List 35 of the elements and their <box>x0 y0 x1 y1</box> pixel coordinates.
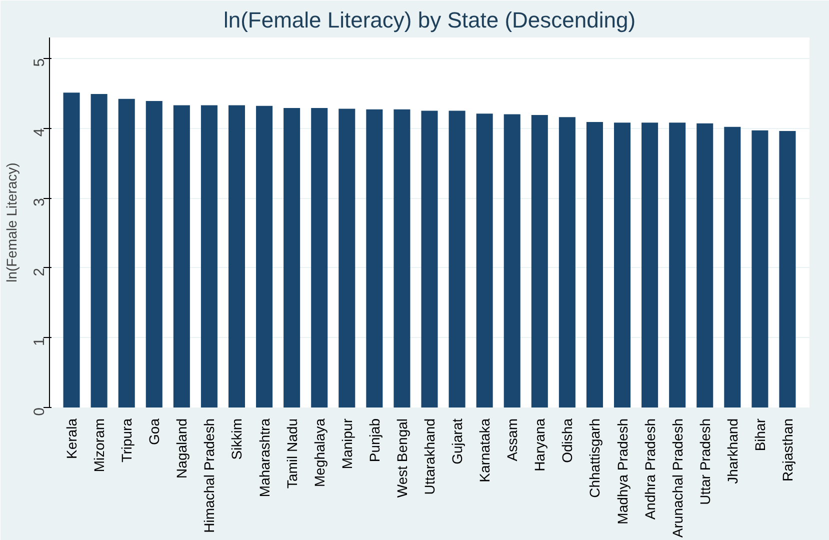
y-tick-label: 0 <box>31 408 48 416</box>
x-tick-label: Rajasthan <box>779 418 796 482</box>
x-tick-label: Arunachal Pradesh <box>669 418 686 538</box>
chart-title: ln(Female Literacy) by State (Descending) <box>223 8 636 32</box>
x-tick-label: Andhra Pradesh <box>642 418 658 520</box>
x-tick-label: Goa <box>146 418 162 445</box>
x-tick-label: Meghalaya <box>311 418 328 487</box>
x-tick-label: Chhattisgarh <box>586 418 603 498</box>
x-tick-label: Himachal Pradesh <box>201 418 218 533</box>
x-tick-label: Nagaland <box>174 418 190 478</box>
x-tick-label: Assam <box>504 418 520 462</box>
x-tick-label: Karnataka <box>476 418 493 482</box>
x-tick-label: Bihar <box>752 418 768 452</box>
x-tick-label: West Bengal <box>394 418 410 498</box>
x-tick-label: Jharkhand <box>724 418 740 484</box>
x-tick-label: Haryana <box>532 418 548 472</box>
x-tick-label: Uttar Pradesh <box>696 418 713 505</box>
x-tick-label: Tamil Nadu <box>284 418 300 489</box>
y-tick-label: 2 <box>31 268 48 276</box>
x-tick-label: Uttarakhand <box>422 418 438 495</box>
x-tick-label: Mizoram <box>91 418 108 472</box>
y-tick-label: 1 <box>31 338 48 346</box>
x-tick-label: Sikkim <box>228 418 245 460</box>
x-tick-label: Kerala <box>64 418 80 459</box>
x-tick-label: Madhya Pradesh <box>614 418 630 524</box>
y-tick-label: 5 <box>31 58 48 67</box>
x-tick-label: Punjab <box>366 418 382 462</box>
y-tick-label: 3 <box>31 198 48 206</box>
y-tick-label: 4 <box>31 128 48 137</box>
x-tick-label: Tripura <box>118 418 135 462</box>
x-tick-label: Gujarat <box>449 418 466 464</box>
x-tick-label: Odisha <box>559 418 576 463</box>
x-tick-label: Maharashtra <box>256 418 272 498</box>
y-axis-title: ln(Female Literacy) <box>4 162 20 282</box>
x-tick-label: Manipur <box>338 418 355 470</box>
